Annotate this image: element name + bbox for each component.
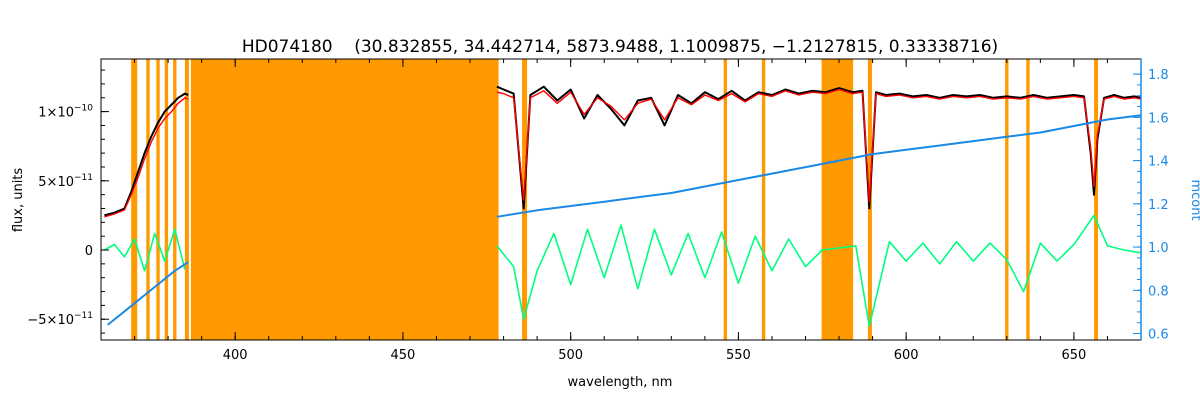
y-tick-label: −5×10−11 [27, 311, 93, 328]
residual-series-line [496, 214, 1142, 328]
continuum-series-line [496, 114, 1142, 218]
masked-region [1026, 59, 1030, 340]
continuum-series-line [107, 261, 189, 326]
residual-series-line [104, 228, 186, 272]
x-tick-label: 650 [1061, 348, 1086, 363]
masked-region [821, 59, 854, 340]
y-tick-label: 0 [85, 244, 93, 259]
right-tick-label: 1.0 [1148, 241, 1169, 256]
masked-region [164, 59, 169, 340]
masked-region [190, 59, 499, 340]
y-axis-label: flux, units [11, 168, 26, 233]
masked-region [146, 59, 150, 340]
chart-title: HD074180 (30.832855, 34.442714, 5873.948… [242, 37, 998, 57]
model-series-line [496, 88, 1142, 203]
masked-region [1094, 59, 1099, 340]
right-tick-label: 1.4 [1148, 155, 1169, 170]
x-tick-label: 550 [726, 348, 751, 363]
x-tick-label: 450 [391, 348, 416, 363]
x-axis-label: wavelength, nm [568, 375, 673, 390]
x-tick-label: 400 [223, 348, 248, 363]
right-tick-label: 1.6 [1148, 111, 1169, 126]
x-axis-ticks: 400 450 500 550 600 650 [100, 59, 1142, 363]
masked-region [156, 59, 160, 340]
right-tick-label: 1.2 [1148, 198, 1169, 213]
right-axis-label: mcont [1188, 179, 1200, 220]
masked-region [723, 59, 728, 340]
right-tick-label: 0.8 [1148, 284, 1169, 299]
masked-region [131, 59, 138, 340]
masked-region [761, 59, 766, 340]
right-tick-label: 0.6 [1148, 328, 1169, 343]
y-tick-label: 5×10−11 [38, 173, 93, 190]
masked-region [184, 59, 189, 340]
model-series-line [104, 97, 189, 218]
x-tick-label: 600 [894, 348, 919, 363]
y-axis-ticks: −5×10−11 0 5×10−11 1×10−10 [27, 69, 109, 334]
masked-region [173, 59, 177, 340]
x-tick-label: 500 [558, 348, 583, 363]
spectrum-series [104, 85, 1142, 328]
right-tick-label: 1.8 [1148, 68, 1169, 83]
right-axis-ticks: 0.6 0.8 1.0 1.2 1.4 1.6 1.8 [1133, 59, 1169, 343]
masked-region [1005, 59, 1009, 340]
observed-series-line [496, 85, 1142, 210]
y-tick-label: 1×10−10 [38, 104, 93, 121]
